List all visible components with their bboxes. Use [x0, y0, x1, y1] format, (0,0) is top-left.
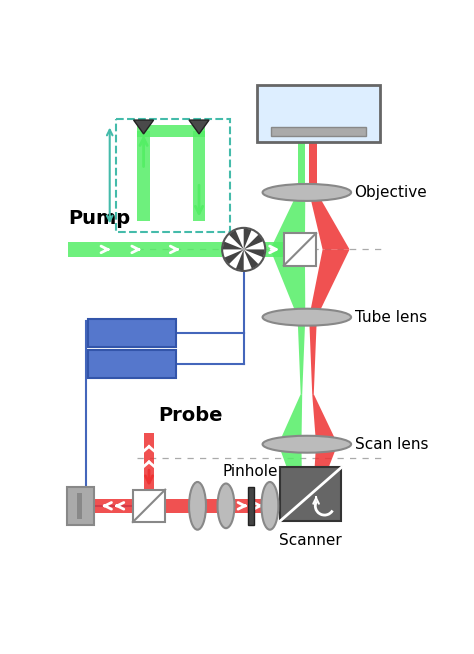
Polygon shape [309, 143, 317, 192]
Bar [257, 84, 380, 143]
Text: Pump: Pump [68, 209, 130, 228]
Polygon shape [298, 143, 305, 192]
Polygon shape [298, 317, 305, 394]
Text: Cryostat: Cryostat [280, 99, 356, 117]
Bar [284, 233, 316, 266]
Polygon shape [309, 317, 317, 394]
Wedge shape [225, 249, 244, 264]
Ellipse shape [263, 436, 351, 453]
Wedge shape [236, 249, 244, 270]
Circle shape [222, 228, 265, 271]
Polygon shape [93, 499, 133, 513]
Polygon shape [68, 242, 222, 257]
Polygon shape [137, 125, 205, 137]
Polygon shape [278, 394, 302, 444]
Polygon shape [189, 120, 209, 134]
Wedge shape [223, 241, 244, 249]
Text: Scanner: Scanner [279, 533, 342, 548]
Polygon shape [144, 433, 155, 490]
Text: Probe: Probe [158, 406, 223, 425]
Wedge shape [244, 249, 258, 269]
Polygon shape [137, 131, 150, 221]
Polygon shape [312, 444, 337, 506]
Wedge shape [244, 249, 264, 257]
Bar [77, 492, 82, 519]
Text: Scan lens: Scan lens [355, 437, 428, 452]
Polygon shape [309, 249, 349, 317]
FancyBboxPatch shape [88, 320, 176, 347]
Polygon shape [265, 242, 284, 257]
Polygon shape [309, 192, 349, 249]
Text: Tube lens: Tube lens [355, 310, 427, 324]
Wedge shape [229, 230, 244, 249]
Polygon shape [134, 120, 154, 134]
Ellipse shape [261, 482, 278, 530]
Bar [247, 487, 254, 525]
Wedge shape [244, 229, 252, 249]
Polygon shape [270, 249, 305, 317]
Ellipse shape [263, 184, 351, 201]
Polygon shape [165, 499, 280, 513]
Text: Objective: Objective [355, 185, 428, 200]
Ellipse shape [263, 309, 351, 326]
Text: Pinhole: Pinhole [223, 464, 278, 479]
Polygon shape [278, 444, 302, 506]
Ellipse shape [189, 482, 206, 530]
Bar [280, 468, 341, 521]
Wedge shape [244, 235, 263, 249]
Bar [133, 490, 165, 522]
Polygon shape [193, 131, 205, 221]
Bar [271, 127, 366, 136]
Text: 2ω: 2ω [119, 355, 145, 373]
Polygon shape [312, 394, 337, 444]
Bar [66, 487, 93, 525]
Polygon shape [270, 192, 305, 249]
FancyBboxPatch shape [88, 351, 176, 378]
Ellipse shape [218, 483, 235, 528]
Text: DAQ: DAQ [111, 324, 153, 342]
